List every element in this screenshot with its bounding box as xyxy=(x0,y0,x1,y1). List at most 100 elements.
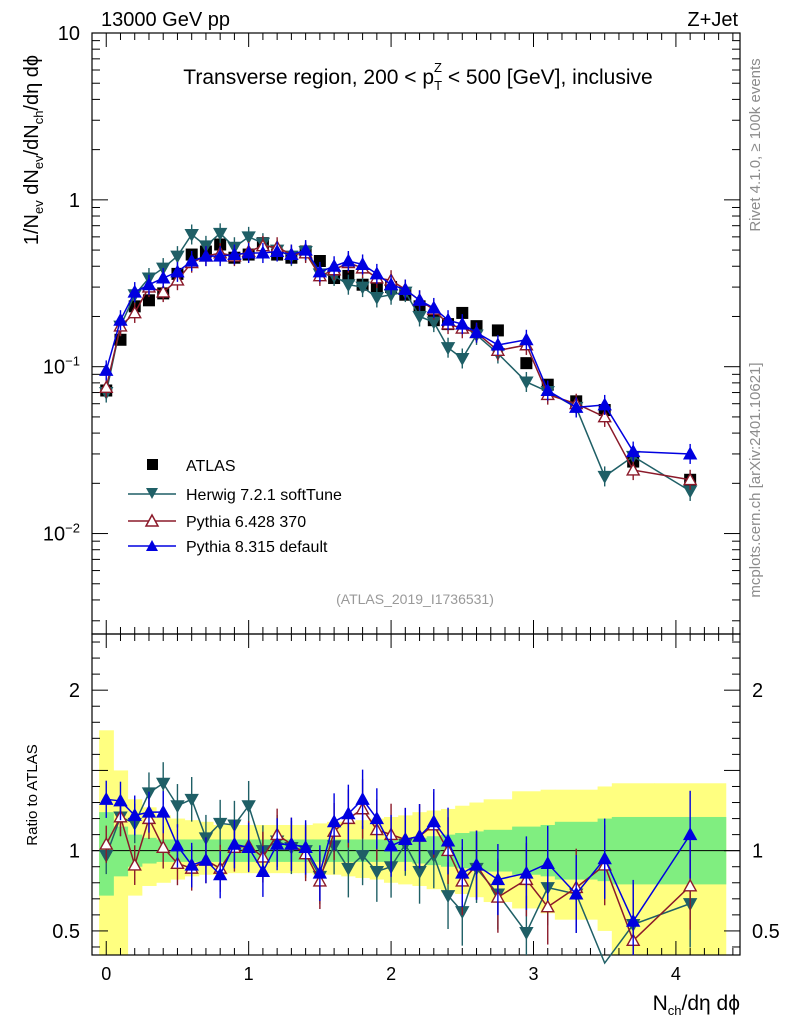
pythia8-point-ratio xyxy=(519,865,534,879)
ratio-plot-frame xyxy=(91,633,741,956)
herwig-point-main xyxy=(355,281,370,295)
y-tick-label-ratio-left: 2 xyxy=(69,680,80,702)
pythia8-point-main xyxy=(682,446,698,460)
pythia8-point-ratio xyxy=(298,840,313,853)
pythia8-point-main xyxy=(355,257,370,270)
pythia8-point-ratio xyxy=(170,838,185,852)
atlas-point xyxy=(520,357,533,370)
herwig-point-main xyxy=(597,470,612,484)
y-tick-label-main: 10−1 xyxy=(43,354,80,379)
series-layer xyxy=(99,223,698,965)
pythia6-point-ratio xyxy=(156,840,171,853)
pythia8-point-main xyxy=(625,444,641,458)
pythia6-point-main xyxy=(127,305,142,319)
herwig-line-main xyxy=(105,232,691,492)
pythia8-point-ratio xyxy=(227,836,242,850)
pythia6-point-ratio xyxy=(682,878,698,892)
legend-marker-pythia8 xyxy=(146,540,158,551)
pythia8-point-main xyxy=(113,312,128,326)
herwig-point-main xyxy=(519,376,534,390)
atlas-point xyxy=(456,306,469,319)
pythia6-point-main xyxy=(156,284,171,298)
pythia6-point-main xyxy=(625,462,641,476)
herwig-point-ratio xyxy=(212,817,228,831)
legend-marker-herwig xyxy=(146,488,158,499)
pythia8-point-ratio xyxy=(141,804,157,818)
pythia8-point-ratio xyxy=(540,856,555,870)
y-axis-label-ratio: Ratio to ATLAS xyxy=(24,744,41,845)
pythia6-line-ratio xyxy=(105,807,691,942)
pythia8-point-ratio xyxy=(597,851,612,865)
y-axis-label-main: 1/Nev dNev/dNch/dη dϕ xyxy=(21,55,46,245)
pythia8-point-main xyxy=(455,316,470,330)
pythia8-point-main xyxy=(412,292,427,306)
pythia8-point-ratio xyxy=(255,864,271,878)
plot-title: Transverse region, 200 < pTZ < 500 [GeV]… xyxy=(183,60,652,93)
herwig-point-ratio xyxy=(369,866,385,879)
title-rest: < 500 [GeV], inclusive xyxy=(442,66,653,89)
atlas-point xyxy=(142,294,155,307)
legend-marker-pythia6 xyxy=(144,513,160,527)
pythia8-point-main xyxy=(184,253,199,267)
pythia8-point-ratio xyxy=(212,867,228,881)
pythia8-point-main xyxy=(341,253,356,267)
pythia8-point-main xyxy=(326,258,342,272)
legend-label-atlas: ATLAS xyxy=(186,458,236,475)
pythia8-point-main xyxy=(241,245,256,259)
pythia8-point-main xyxy=(469,325,484,339)
y-tick-label-ratio-right: 2 xyxy=(752,680,763,702)
reference-label: (ATLAS_2019_I1736531) xyxy=(336,591,494,607)
legend: ATLAS Herwig 7.2.1 softTune Pythia 6.428… xyxy=(128,458,342,556)
pythia8-point-main xyxy=(141,277,157,291)
pythia6-point-ratio xyxy=(540,899,555,913)
pythia8-point-ratio xyxy=(312,865,328,879)
pythia8-point-ratio xyxy=(241,840,256,853)
pythia8-point-ratio xyxy=(398,831,413,845)
pythia8-point-ratio xyxy=(341,806,356,820)
y-tick-label-ratio-left: 1 xyxy=(69,841,80,863)
pythia8-point-main xyxy=(383,277,399,291)
pythia8-point-main xyxy=(99,362,114,376)
herwig-point-ratio xyxy=(355,849,370,863)
pythia8-point-ratio xyxy=(284,836,299,850)
pythia8-point-main xyxy=(198,248,214,262)
pythia8-point-main xyxy=(227,247,242,261)
pythia8-point-main xyxy=(398,282,413,296)
herwig-point-ratio xyxy=(156,777,171,791)
pythia8-point-ratio xyxy=(383,838,399,852)
y-tick-label-main: 10 xyxy=(58,23,80,45)
herwig-point-main xyxy=(212,227,228,241)
atlas-point xyxy=(313,255,326,268)
legend-label-pythia8: Pythia 8.315 default xyxy=(186,539,328,556)
pythia8-point-ratio xyxy=(99,791,114,805)
y-tick-label-ratio-right: 1 xyxy=(752,841,763,863)
herwig-point-main xyxy=(455,352,470,366)
pythia8-point-main xyxy=(284,247,299,261)
pythia8-point-ratio xyxy=(455,865,470,879)
pythia8-point-main xyxy=(212,248,228,262)
title-sub: T xyxy=(434,78,442,93)
pythia8-line-ratio xyxy=(106,798,691,923)
pythia6-line-main xyxy=(105,245,691,481)
legend-label-pythia6: Pythia 6.428 370 xyxy=(186,514,306,531)
title-main: Transverse region, 200 < p xyxy=(183,66,434,89)
pythia8-point-ratio xyxy=(682,827,698,841)
x-tick-label: 4 xyxy=(671,964,681,984)
pythia8-point-main xyxy=(255,245,271,259)
pythia8-line-main xyxy=(105,249,691,455)
herwig-point-ratio xyxy=(519,927,534,940)
herwig-point-ratio xyxy=(341,862,356,876)
pythia8-point-main xyxy=(426,300,441,314)
side-label-rivet: Rivet 4.1.0, ≥ 100k events xyxy=(747,58,764,231)
pythia8-point-ratio xyxy=(426,814,441,828)
pythia8-point-ratio xyxy=(156,804,171,818)
herwig-point-main xyxy=(184,228,199,242)
title-sup: Z xyxy=(434,60,442,75)
x-tick-label: 3 xyxy=(528,964,538,984)
pythia8-point-main xyxy=(540,383,555,397)
y-tick-label-main: 1 xyxy=(69,190,80,212)
pythia8-point-ratio xyxy=(490,872,506,886)
pythia6-point-main xyxy=(99,380,114,394)
pythia8-point-ratio xyxy=(412,828,427,842)
legend-label-herwig: Herwig 7.2.1 softTune xyxy=(186,487,342,504)
